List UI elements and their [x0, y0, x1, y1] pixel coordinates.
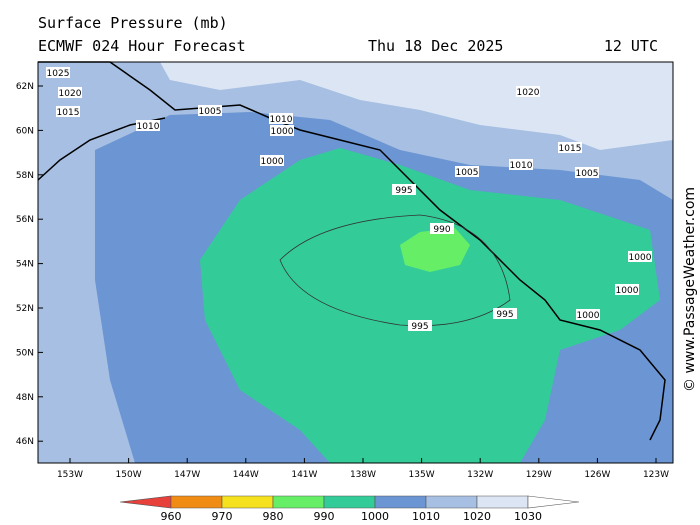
lon-label: 153W	[57, 470, 83, 480]
contour-label-bg	[198, 105, 222, 116]
lon-label: 123W	[643, 470, 669, 480]
lat-label: 56N	[16, 215, 34, 225]
contour-label: 1020	[59, 89, 82, 99]
colorbar-segment	[425, 495, 478, 509]
contour-label-bg	[493, 308, 517, 319]
contour-label: 1000	[261, 157, 284, 167]
contour-label-bg	[136, 120, 160, 131]
contour-label-bg	[408, 320, 432, 331]
contour-label: 995	[411, 322, 428, 332]
contour-label: 995	[395, 186, 412, 196]
lon-label: 132W	[467, 470, 493, 480]
contour-label-bg	[455, 166, 479, 177]
colorbar-label: 980	[263, 510, 284, 523]
contour-label: 990	[433, 225, 450, 235]
contour-label: 1005	[199, 107, 222, 117]
contour-label-bg	[392, 184, 416, 195]
lat-label: 60N	[16, 126, 34, 136]
contour-label-bg	[260, 155, 284, 166]
contour-label-bg	[516, 86, 540, 97]
contour-label: 1015	[57, 108, 80, 118]
high-region	[160, 62, 673, 150]
colorbar-label: 970	[212, 510, 233, 523]
contour-label: 1020	[517, 88, 540, 98]
colorbar: 960 970 980 990 1000 1010 1020 1030	[119, 495, 580, 523]
lon-label: 147W	[174, 470, 200, 480]
contour-label: 1000	[629, 253, 652, 263]
lon-label: 126W	[584, 470, 610, 480]
contour-label-bg	[46, 67, 70, 78]
colorbar-label: 1020	[463, 510, 491, 523]
colorbar-segment	[221, 495, 274, 509]
isobar	[279, 214, 511, 327]
lat-label: 62N	[16, 82, 34, 92]
colorbar-label: 1000	[361, 510, 389, 523]
contour-label: 1000	[271, 127, 294, 137]
contour-label-bg	[269, 113, 293, 124]
contour-label: 1015	[559, 144, 582, 154]
lat-label: 54N	[16, 260, 34, 270]
contour-label-bg	[58, 87, 82, 98]
contour-label: 1005	[456, 168, 479, 178]
colorbar-segment	[527, 495, 580, 509]
lon-label: 138W	[350, 470, 376, 480]
contour-label-bg	[576, 309, 600, 320]
contour-label-bg	[56, 106, 80, 117]
contour-label: 995	[496, 310, 513, 320]
colorbar-segment	[119, 495, 172, 509]
colorbar-segment	[272, 495, 325, 509]
contour-label-bg	[615, 284, 639, 295]
lon-label: 150W	[116, 470, 142, 480]
colorbar-segment	[323, 495, 376, 509]
map: 62N 60N 58N 56N 54N 52N 50N 48N 46N 153W 150W 147W 1…	[16, 61, 674, 480]
colorbar-segment	[374, 495, 427, 509]
map-frame	[37, 61, 674, 464]
contour-label: 1010	[510, 161, 533, 171]
contour-label: 1005	[576, 169, 599, 179]
contour-label: 1000	[577, 311, 600, 321]
lon-label: 129W	[526, 470, 552, 480]
contour-label: 1010	[270, 115, 293, 125]
colorbar-label: 990	[314, 510, 335, 523]
colorbar-label: 1010	[412, 510, 440, 523]
contour-label-bg	[558, 142, 582, 153]
time: 12 UTC	[604, 37, 658, 55]
credit: © www.PassageWeather.com	[682, 187, 698, 392]
lon-label: 135W	[409, 470, 435, 480]
contour-label-bg	[628, 251, 652, 262]
lat-label: 58N	[16, 171, 34, 181]
band-990	[200, 148, 660, 463]
colorbar-segment	[170, 495, 223, 509]
colorbar-label: 1030	[514, 510, 542, 523]
model: ECMWF 024 Hour Forecast	[38, 37, 246, 55]
labels: 62N 60N 58N 56N 54N 52N 50N 48N 46N 153W 150W 147W 1…	[16, 67, 669, 480]
colorbar-label: 960	[161, 510, 182, 523]
contour-label-bg	[430, 223, 454, 234]
lat-label: 46N	[16, 437, 34, 447]
band-980	[400, 228, 470, 272]
lat-label: 48N	[16, 393, 34, 403]
lon-label: 141W	[291, 470, 317, 480]
colorbar-segment	[476, 495, 529, 509]
contour-label: 1025	[47, 69, 70, 79]
contour-label: 1010	[137, 122, 160, 132]
lat-label: 52N	[16, 304, 34, 314]
contour-label-bg	[270, 125, 294, 136]
contour-label-bg	[575, 167, 599, 178]
title: Surface Pressure (mb)	[38, 14, 228, 32]
contour-label-bg	[509, 159, 533, 170]
lon-label: 144W	[233, 470, 259, 480]
contour-label: 1000	[616, 286, 639, 296]
date: Thu 18 Dec 2025	[368, 37, 503, 55]
lat-label: 50N	[16, 348, 34, 358]
